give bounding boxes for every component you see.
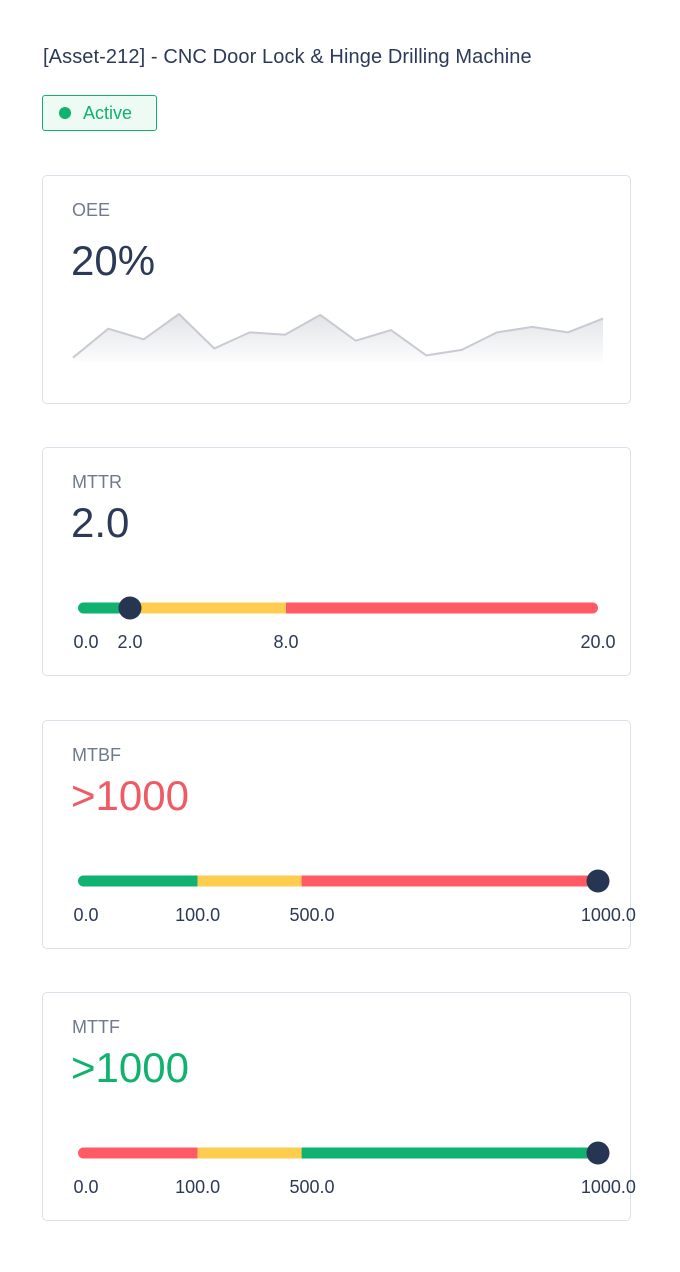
mttr-segment-yellow: [130, 602, 286, 614]
mttr-tick-label: 0.0: [73, 632, 99, 652]
mttf-tick-label: 500.0: [289, 1177, 335, 1197]
mttr-gauge-marker: [118, 596, 142, 620]
mttr-label: MTTR: [72, 472, 122, 492]
status-label: Active: [83, 102, 133, 123]
mttr-segment-red: [286, 602, 598, 614]
oee-sparkline-line: [72, 313, 604, 359]
mttf-label: MTTF: [72, 1017, 120, 1037]
mtbf-segment-green: [78, 875, 198, 887]
status-dot-icon: [59, 107, 71, 119]
mtbf-card: MTBF >1000 0.0 100.0 500.0 1000.0: [42, 720, 636, 949]
mtbf-gauge: [78, 869, 610, 893]
mtbf-tick-label: 0.0: [73, 905, 99, 925]
oee-card: OEE 20%: [42, 175, 631, 404]
mttf-segment-red: [78, 1147, 198, 1159]
mtbf-segment-yellow: [197, 875, 302, 887]
mttr-tick-label: 20.0: [580, 632, 616, 652]
oee-sparkline-area: [73, 314, 603, 362]
mtbf-gauge-marker: [586, 869, 610, 893]
mttr-tick-label: 8.0: [273, 632, 299, 652]
mtbf-tick-label: 100.0: [175, 905, 221, 925]
oee-value: 20%: [71, 237, 156, 284]
mttf-tick-label: 1000.0: [580, 1177, 636, 1197]
status-badge: Active: [42, 95, 157, 131]
mtbf-tick-label: 1000.0: [580, 905, 636, 925]
mttr-card: MTTR 2.0 0.0 2.0 8.0 20.0: [42, 447, 631, 676]
mttf-value: >1000: [71, 1044, 189, 1091]
mttf-gauge-marker: [586, 1141, 610, 1165]
mttf-tick-label: 0.0: [73, 1177, 99, 1197]
mttr-value: 2.0: [71, 499, 130, 546]
mttf-segment-green: [301, 1147, 598, 1159]
mttr-gauge: [78, 596, 598, 620]
oee-label: OEE: [72, 200, 111, 220]
mttf-card: MTTF >1000 0.0 100.0 500.0 1000.0: [42, 992, 636, 1221]
mttf-gauge: [78, 1141, 610, 1165]
mttr-tick-label: 2.0: [117, 632, 143, 652]
mttf-segment-yellow: [197, 1147, 302, 1159]
mtbf-tick-label: 500.0: [289, 905, 335, 925]
mtbf-value: >1000: [71, 772, 189, 819]
mttf-tick-label: 100.0: [175, 1177, 221, 1197]
mtbf-segment-red: [301, 875, 598, 887]
asset-title: [Asset-212] - CNC Door Lock & Hinge Dril…: [43, 46, 532, 68]
mttr-segment-green: [78, 602, 130, 614]
mtbf-label: MTBF: [72, 745, 121, 765]
oee-sparkline: [72, 313, 604, 362]
